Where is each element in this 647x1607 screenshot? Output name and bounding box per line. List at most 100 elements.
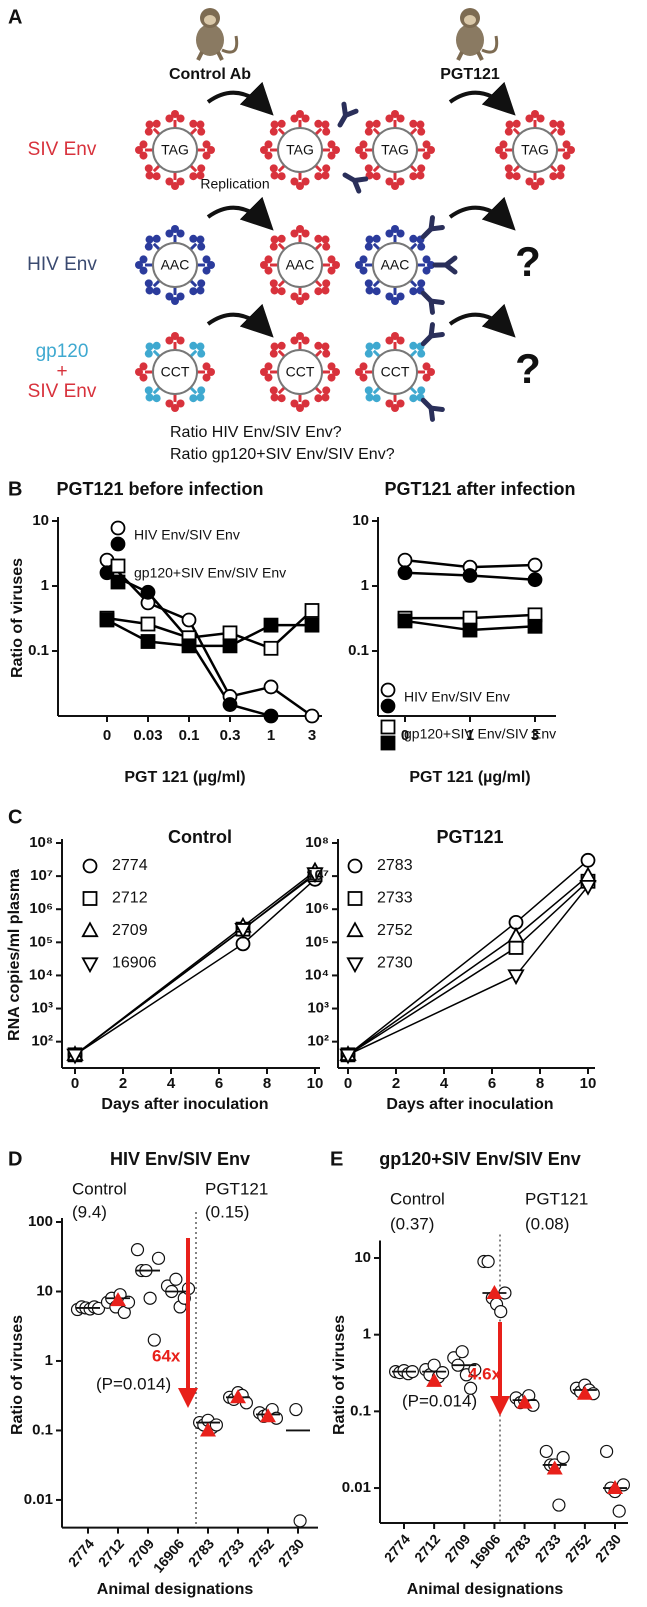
virion-membrane	[277, 127, 323, 173]
y-tick-label: 10⁶	[29, 900, 53, 917]
env-stalk	[372, 349, 381, 358]
x-tick-label: 8	[536, 1075, 544, 1092]
env-stalk	[549, 127, 558, 136]
antibody	[420, 322, 445, 347]
annotation: PGT121	[525, 1189, 588, 1208]
env-lobe	[176, 292, 185, 301]
env-lobe	[562, 151, 571, 160]
virion-membrane	[512, 127, 558, 173]
env-lobe	[207, 261, 215, 269]
monkey-tail	[221, 35, 239, 54]
env-stalk	[549, 164, 558, 173]
data-point	[209, 1418, 223, 1432]
x-tick-label: 6	[215, 1075, 223, 1092]
env-lobe	[139, 255, 148, 264]
env-lobe	[171, 404, 179, 412]
env-lobe	[197, 127, 206, 136]
marker	[527, 557, 543, 573]
virion-membrane	[152, 242, 198, 288]
legend-marker	[346, 921, 364, 938]
x-tick-label: 2752	[562, 1531, 594, 1565]
y-tick-label: 10⁷	[306, 867, 329, 884]
env-lobe	[372, 172, 381, 181]
monkey-tail	[481, 35, 499, 54]
env-lobe	[365, 342, 374, 351]
marker	[306, 867, 324, 884]
virion: AAC	[260, 225, 340, 305]
env-lobe	[499, 151, 508, 160]
y-axis-label: RNA copies/ml plasma	[6, 869, 23, 1041]
env-lobe	[197, 242, 206, 251]
env-lobe	[269, 386, 278, 395]
x-tick-label: 1	[267, 727, 275, 744]
marker	[263, 640, 279, 656]
env-lobe	[391, 182, 399, 190]
env-lobe	[416, 120, 425, 129]
env-lobe	[301, 399, 310, 408]
legend-marker	[380, 698, 396, 714]
virion-membrane	[152, 127, 198, 173]
env-lobe	[145, 393, 154, 402]
env-lobe	[207, 368, 215, 376]
env-lobe	[391, 225, 399, 233]
y-axis-label: Ratio of viruses	[9, 1315, 26, 1435]
env-lobe	[207, 146, 215, 154]
x-tick-label: 2712	[411, 1531, 443, 1565]
env-stalk	[372, 386, 381, 395]
x-tick-label: 3	[308, 727, 316, 744]
env-lobe	[202, 266, 211, 275]
env-lobe	[322, 386, 331, 395]
env-lobe	[165, 177, 174, 186]
virion: CCT	[135, 332, 215, 412]
marker	[222, 638, 238, 654]
env-lobe	[269, 242, 278, 251]
x-axis-label: Animal designations	[407, 1581, 564, 1598]
env-stalk	[314, 127, 323, 136]
y-tick-label: 1	[363, 1326, 371, 1343]
marker	[222, 697, 238, 712]
chart-title: gp120+SIV Env/SIV Env	[379, 1149, 581, 1169]
env-lobe	[322, 127, 331, 136]
env-lobe	[189, 172, 198, 181]
legend-marker	[347, 891, 363, 906]
env-lobe	[260, 146, 268, 154]
triangle-point	[576, 1385, 593, 1400]
annotation: (9.4)	[72, 1202, 107, 1221]
env-lobe	[260, 368, 268, 376]
x-tick-label: 4	[440, 1075, 449, 1092]
env-lobe	[314, 234, 323, 243]
y-tick-label: 10⁵	[29, 933, 53, 950]
data-point	[481, 1254, 495, 1269]
env-lobe	[327, 373, 336, 382]
legend-label: gp120+SIV Env/SIV Env	[404, 726, 556, 742]
env-lobe	[270, 342, 279, 351]
env-stalk	[189, 279, 198, 288]
env-lobe	[270, 171, 279, 180]
env-lobe	[355, 261, 363, 269]
legend-marker	[110, 574, 126, 590]
x-tick-label: 0.1	[179, 727, 200, 744]
x-tick-label: 0	[71, 1075, 79, 1092]
env-lobe	[139, 140, 148, 149]
legend-marker	[82, 891, 98, 906]
env-lobe	[277, 394, 286, 403]
env-lobe	[296, 332, 304, 340]
env-stalk	[409, 386, 418, 395]
env-lobe	[145, 171, 154, 180]
chart-title: PGT121	[436, 827, 503, 847]
env-lobe	[365, 393, 374, 402]
env-lobe	[314, 394, 323, 403]
monkey-body	[456, 24, 484, 56]
monkey-icon	[456, 8, 499, 61]
env-lobe	[264, 362, 273, 371]
y-tick-label: 10⁸	[29, 834, 53, 851]
arrow	[448, 196, 516, 231]
data-point	[151, 1251, 166, 1265]
env-lobe	[197, 164, 206, 173]
row-label: HIV Env	[27, 254, 97, 275]
marker	[263, 679, 279, 695]
env-lobe	[556, 171, 565, 180]
data-point	[289, 1402, 303, 1417]
env-lobe	[290, 229, 299, 238]
y-tick-label: 10⁴	[29, 966, 53, 983]
